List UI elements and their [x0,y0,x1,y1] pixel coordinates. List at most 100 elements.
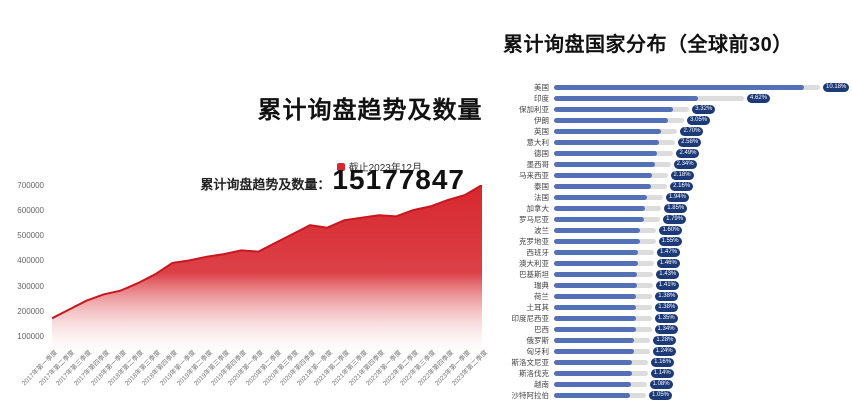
country-bar-zone: 1.79% [554,214,848,225]
country-percent-badge: 1.05% [649,391,673,400]
country-bar [554,261,638,266]
country-bar-row: 荷兰 1.38% [500,291,848,302]
y-axis-tick: 400000 [17,256,44,266]
country-percent-badge: 1.60% [659,226,683,235]
y-axis-tick: 600000 [17,206,44,216]
country-bar-row: 保加利亚 3.32% [500,104,848,115]
country-bar-row: 罗马尼亚 1.79% [500,214,848,225]
country-bar-zone: 1.85% [554,203,848,214]
country-percent-badge: 2.34% [673,160,697,169]
country-bar [554,382,631,387]
country-bar [554,206,646,211]
country-percent-badge: 10.18% [823,83,850,92]
country-percent-badge: 1.08% [649,380,673,389]
country-bar [554,184,652,189]
trend-area-fill [52,185,482,361]
country-bar-zone: 1.28% [554,335,848,346]
country-label: 加拿大 [526,204,550,213]
country-percent-badge: 2.49% [676,149,700,158]
country-percent-badge: 3.05% [687,116,711,125]
country-bar-row: 沙特阿拉伯 1.05% [500,390,848,401]
country-label: 荷兰 [534,292,549,301]
country-label: 斯洛文尼亚 [511,358,550,367]
country-label: 美国 [534,83,549,92]
country-label: 土耳其 [526,303,550,312]
country-bar-zone: 1.38% [554,291,848,302]
country-label: 伊朗 [534,116,549,125]
country-label: 沙特阿拉伯 [511,391,550,400]
country-bar-row: 德国 2.49% [500,148,848,159]
country-label: 波兰 [534,226,549,235]
total-label: 累计询盘趋势及数量： [200,177,331,192]
country-label: 俄罗斯 [526,336,550,345]
country-label: 巴基斯坦 [519,270,549,279]
country-bar-row: 瑞典 1.41% [500,280,848,291]
country-label: 意大利 [526,138,550,147]
country-label: 西班牙 [526,248,550,257]
country-percent-badge: 1.16% [651,358,675,367]
trend-line [52,185,482,320]
country-bar-row: 伊朗 3.05% [500,115,848,126]
country-bar [554,360,633,365]
country-percent-badge: 1.38% [655,292,679,301]
country-bar-row: 西班牙 1.47% [500,247,848,258]
country-bar-zone: 1.47% [554,247,848,258]
as-of-line: 截止2023年12月 [240,159,422,174]
country-label: 瑞典 [534,281,549,290]
red-tag-icon [336,162,345,171]
country-bar-zone: 2.34% [554,159,848,170]
country-percent-badge: 3.32% [692,105,716,114]
country-bar-row: 斯洛伐克 1.14% [500,368,848,379]
country-bar [554,151,658,156]
trend-y-axis: 700000 600000 500000 400000 300000 200000 1000… [2,181,48,361]
country-percent-badge: 1.79% [663,215,687,224]
country-bar-zone: 2.18% [554,170,848,181]
country-percent-badge: 1.43% [656,270,680,279]
country-label: 法国 [534,193,549,202]
country-percent-badge: 1.34% [654,325,678,334]
country-bar [554,349,634,354]
country-bar-zone: 1.94% [554,192,848,203]
country-bar [554,173,652,178]
country-percent-badge: 1.35% [654,314,678,323]
country-label: 澳大利亚 [519,259,549,268]
y-axis-tick: 200000 [17,306,44,316]
country-bar-row: 意大利 2.58% [500,137,848,148]
country-bar-row: 印度 4.62% [500,93,848,104]
country-bar-zone: 1.41% [554,280,848,291]
country-bar-row: 斯洛文尼亚 1.16% [500,357,848,368]
country-bar-row: 泰国 2.16% [500,181,848,192]
country-label: 印度 [534,94,549,103]
country-bar-zone: 3.05% [554,115,848,126]
country-label: 印度尼西亚 [511,314,550,323]
country-percent-badge: 1.28% [653,336,677,345]
country-percent-badge: 1.85% [664,204,688,213]
country-bar-zone: 10.18% [554,82,850,93]
country-bar-row: 印度尼西亚 1.35% [500,313,848,324]
y-axis-tick: 300000 [17,281,44,291]
country-label: 英国 [534,127,549,136]
country-bar [554,96,699,101]
country-bar-row: 墨西哥 2.34% [500,159,848,170]
country-bar-row: 英国 2.70% [500,126,848,137]
country-label: 巴西 [534,325,549,334]
trend-area-chart [52,185,482,361]
country-bar-row: 匈牙利 1.24% [500,346,848,357]
country-bar [554,250,638,255]
country-label: 匈牙利 [526,347,550,356]
country-bar-row: 加拿大 1.85% [500,203,848,214]
country-percent-badge: 2.70% [680,127,704,136]
country-bar [554,239,640,244]
country-bar [554,305,637,310]
country-bar [554,162,655,167]
country-bar [554,195,647,200]
total-value: 15177847 [332,164,465,195]
country-bar-row: 土耳其 1.38% [500,302,848,313]
country-bar [554,118,669,123]
country-bar [554,85,804,90]
country-label: 墨西哥 [526,160,550,169]
country-title: 累计询盘国家分布（全球前30） [503,34,793,56]
country-bar-zone: 1.60% [554,225,848,236]
country-bar [554,393,630,398]
